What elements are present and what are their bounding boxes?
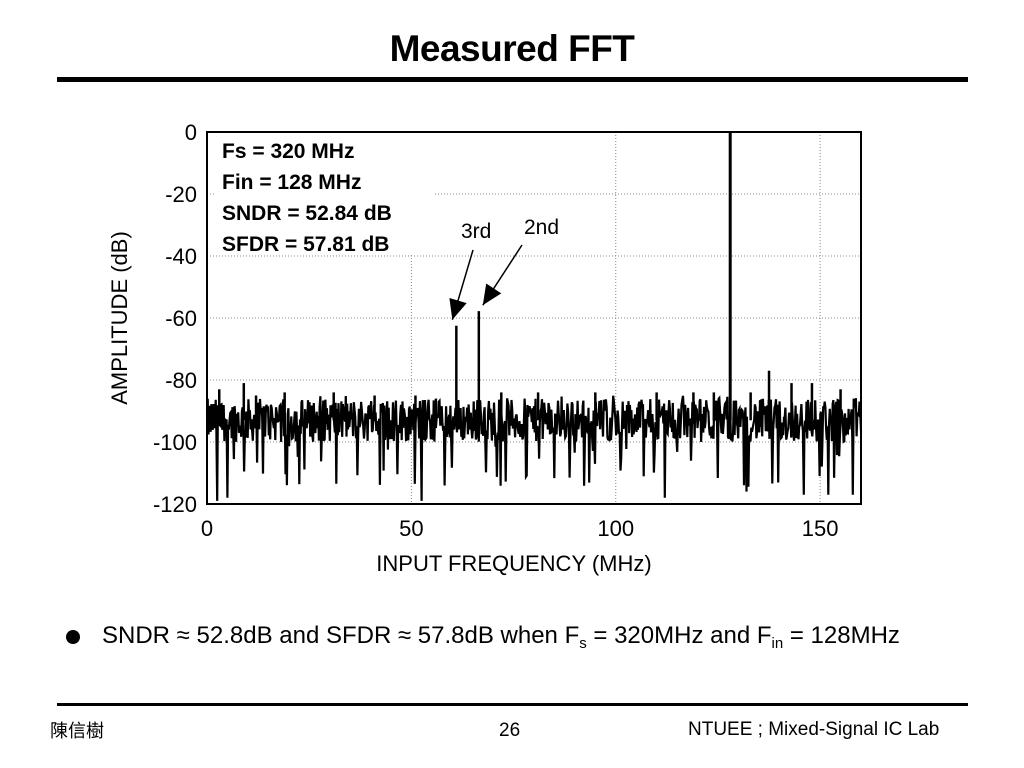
slide-title: Measured FFT	[389, 28, 635, 69]
y-tick-label: -40	[165, 244, 197, 269]
info-box-bg	[216, 135, 434, 255]
title-divider	[57, 77, 968, 82]
y-axis-label: AMPLITUDE (dB)	[107, 231, 132, 405]
x-tick-label: 100	[597, 516, 634, 541]
info-line: Fs = 320 MHz	[222, 140, 354, 163]
arrow-head-icon	[482, 283, 502, 306]
arrow-head-icon	[449, 298, 467, 320]
bullet-dot	[66, 630, 80, 644]
noise-floor-trace	[205, 395, 863, 501]
y-tick-label: -120	[153, 492, 197, 517]
bullet-text: SNDR ≈ 52.8dB and SFDR ≈ 57.8dB when Fs …	[102, 622, 900, 652]
x-tick-label: 50	[399, 516, 423, 541]
page-number: 26	[499, 720, 521, 741]
y-tick-label: 0	[185, 120, 197, 145]
footer-lab: NTUEE ; Mixed-Signal IC Lab	[688, 719, 940, 740]
x-tick-label: 0	[201, 516, 213, 541]
footer-author: 陳信樹	[50, 721, 104, 742]
y-tick-label: -100	[153, 430, 197, 455]
annotation-label: 3rd	[461, 220, 491, 243]
y-tick-label: -80	[165, 368, 197, 393]
plot-frame	[206, 131, 862, 505]
harmonic-annotations: 3rd 2nd	[449, 216, 559, 320]
info-box: Fs = 320 MHz Fin = 128 MHz SNDR = 52.84 dB…	[216, 135, 434, 256]
info-line: SFDR = 57.81 dB	[222, 233, 389, 256]
x-axis-label: INPUT FREQUENCY (MHz)	[376, 551, 651, 576]
y-tick-label: -20	[165, 182, 197, 207]
x-tick-label: 150	[802, 516, 839, 541]
info-line: SNDR = 52.84 dB	[222, 202, 392, 225]
annotation-label: 2nd	[524, 216, 559, 239]
y-tick-label: -60	[165, 306, 197, 331]
info-line: Fin = 128 MHz	[222, 171, 361, 194]
fft-trace	[205, 132, 863, 501]
footer-divider	[57, 703, 968, 706]
